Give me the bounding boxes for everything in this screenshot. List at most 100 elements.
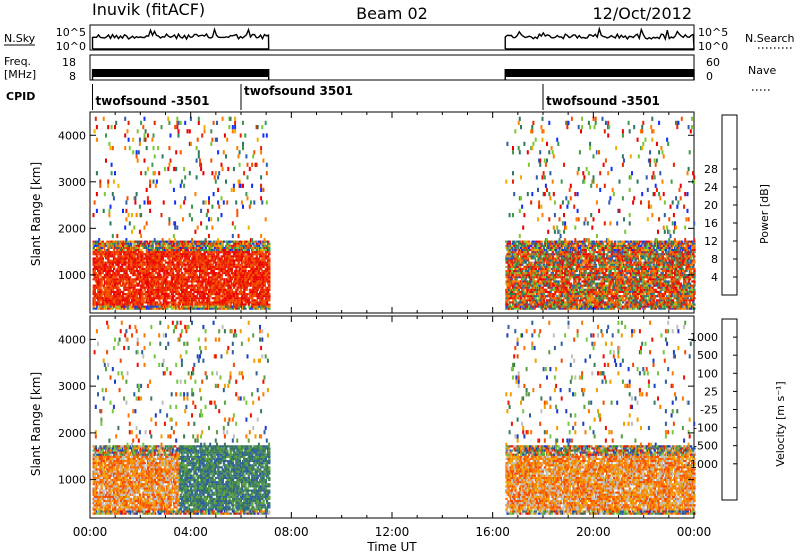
heatmap-cell bbox=[236, 246, 239, 249]
heatmap-cell bbox=[537, 295, 540, 298]
heatmap-cell bbox=[245, 288, 248, 291]
heatmap-cell bbox=[145, 257, 149, 260]
heatmap-cell bbox=[134, 257, 137, 260]
heatmap-cell bbox=[535, 274, 539, 277]
heatmap-cell bbox=[100, 284, 103, 287]
heatmap-cell bbox=[140, 259, 143, 262]
heatmap-cell bbox=[202, 290, 205, 293]
heatmap-cell bbox=[232, 265, 236, 268]
heatmap-cell bbox=[251, 238, 254, 243]
heatmap-cell bbox=[109, 305, 112, 308]
heatmap-cell bbox=[194, 246, 197, 249]
heatmap-cell bbox=[111, 282, 115, 285]
heatmap-cell bbox=[161, 293, 164, 296]
nsearch-tick-top: 10^5 bbox=[698, 26, 728, 39]
heatmap-cell bbox=[211, 286, 214, 289]
heatmap-cell bbox=[212, 293, 215, 296]
heatmap-cell bbox=[163, 244, 167, 247]
heatmap-cell bbox=[199, 265, 202, 268]
heatmap-cell bbox=[107, 251, 110, 254]
heatmap-cell bbox=[176, 280, 179, 283]
heatmap-cell bbox=[168, 259, 171, 262]
heatmap-cell bbox=[208, 282, 211, 285]
heatmap-cell bbox=[155, 276, 159, 279]
heatmap-cell bbox=[111, 263, 115, 266]
heatmap-cell bbox=[219, 265, 222, 268]
heatmap-cell bbox=[221, 166, 224, 172]
heatmap-cell bbox=[199, 295, 202, 298]
heatmap-cell bbox=[232, 251, 236, 254]
heatmap-cell bbox=[115, 120, 118, 125]
heatmap-cell bbox=[131, 284, 134, 287]
heatmap-cell bbox=[188, 242, 192, 245]
heatmap-cell bbox=[138, 295, 142, 298]
heatmap-cell bbox=[228, 244, 231, 247]
heatmap-cell bbox=[120, 255, 124, 258]
power-ylabel: Slant Range [km] bbox=[29, 162, 43, 266]
heatmap-cell bbox=[530, 261, 533, 264]
heatmap-cell bbox=[155, 297, 159, 300]
heatmap-cell bbox=[238, 301, 241, 304]
heatmap-cell bbox=[92, 307, 95, 310]
heatmap-cell bbox=[100, 270, 103, 273]
heatmap-cell bbox=[526, 257, 530, 260]
heatmap-cell bbox=[184, 265, 187, 268]
heatmap-cell bbox=[232, 286, 236, 289]
heatmap-cell bbox=[508, 253, 511, 256]
heatmap-cell bbox=[518, 208, 521, 213]
heatmap-cell bbox=[99, 263, 102, 266]
heatmap-cell bbox=[128, 146, 131, 151]
heatmap-cell bbox=[124, 288, 127, 291]
heatmap-cell bbox=[134, 295, 137, 298]
heatmap-cell bbox=[143, 158, 146, 163]
heatmap-cell bbox=[238, 272, 241, 275]
heatmap-cell bbox=[210, 267, 213, 270]
heatmap-cell bbox=[203, 251, 206, 254]
heatmap-cell bbox=[151, 286, 154, 289]
heatmap-cell bbox=[152, 133, 155, 138]
heatmap-cell bbox=[217, 253, 220, 256]
heatmap-cell bbox=[186, 261, 189, 264]
heatmap-cell bbox=[126, 274, 129, 277]
heatmap-cell bbox=[234, 244, 237, 247]
heatmap-cell bbox=[253, 150, 256, 155]
heatmap-cell bbox=[118, 282, 121, 285]
heatmap-cell bbox=[208, 200, 210, 205]
heatmap-cell bbox=[108, 213, 111, 218]
heatmap-cell bbox=[268, 295, 271, 298]
heatmap-cell bbox=[140, 249, 143, 252]
heatmap-cell bbox=[208, 293, 211, 296]
heatmap-cell bbox=[151, 137, 154, 142]
heatmap-cell bbox=[171, 244, 175, 247]
heatmap-cell bbox=[529, 301, 532, 304]
heatmap-cell bbox=[251, 297, 254, 300]
heatmap-cell bbox=[93, 257, 96, 260]
heatmap-cell bbox=[197, 278, 201, 281]
heatmap-cell bbox=[539, 282, 542, 285]
heatmap-cell bbox=[127, 263, 130, 266]
heatmap-cell bbox=[172, 242, 176, 245]
heatmap-cell bbox=[105, 288, 108, 291]
heatmap-cell bbox=[512, 146, 514, 151]
heatmap-cell bbox=[192, 276, 195, 279]
heatmap-cell bbox=[532, 141, 535, 146]
heatmap-cell bbox=[177, 133, 180, 138]
heatmap-cell bbox=[94, 251, 98, 254]
heatmap-cell bbox=[138, 270, 142, 273]
heatmap-cell bbox=[102, 284, 106, 287]
heatmap-cell bbox=[124, 299, 127, 302]
heatmap-cell bbox=[122, 295, 125, 298]
heatmap-cell bbox=[210, 141, 213, 146]
heatmap-cell bbox=[138, 297, 142, 300]
heatmap-cell bbox=[245, 244, 248, 247]
heatmap-cell bbox=[262, 265, 265, 268]
heatmap-cell bbox=[521, 276, 524, 279]
heatmap-cell bbox=[513, 253, 516, 256]
heatmap-cell bbox=[163, 251, 167, 254]
heatmap-cell bbox=[200, 221, 203, 226]
heatmap-cell bbox=[148, 251, 151, 254]
heatmap-cell bbox=[110, 125, 113, 130]
heatmap-cell bbox=[268, 280, 271, 283]
heatmap-cell bbox=[168, 221, 171, 226]
heatmap-cell bbox=[243, 253, 246, 256]
